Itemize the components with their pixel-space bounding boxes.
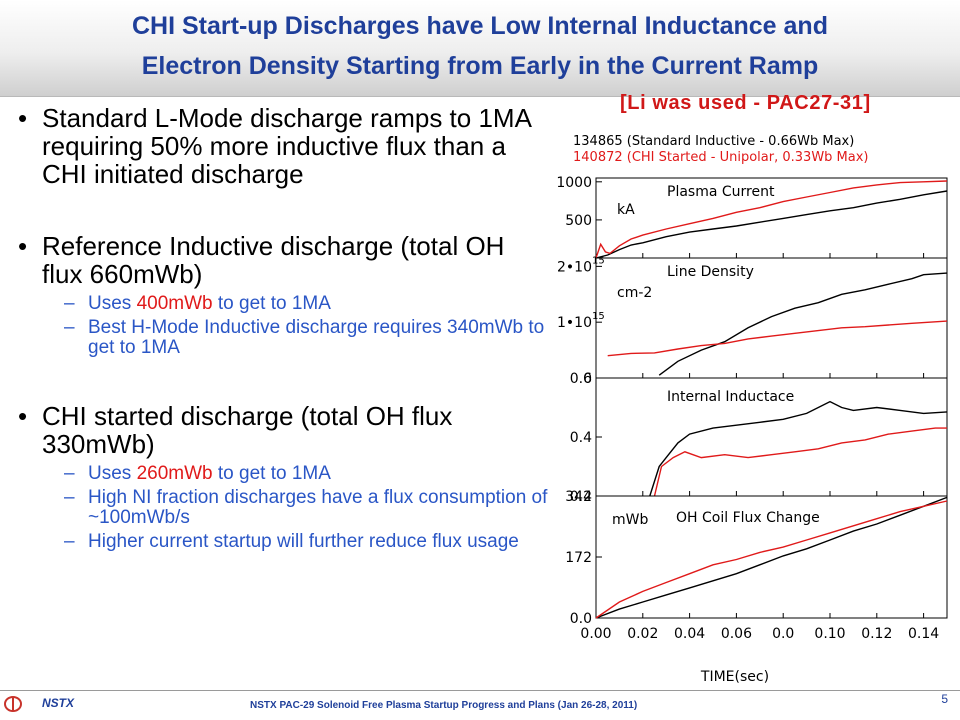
x-tick-label: 0.10 bbox=[814, 626, 845, 642]
sub-bullet-text: Higher current startup will further redu… bbox=[88, 531, 519, 552]
x-tick-label: 0.0 bbox=[772, 626, 794, 642]
series-line bbox=[649, 400, 948, 497]
footer-divider bbox=[0, 690, 960, 691]
panel-title: Line Density bbox=[667, 264, 754, 280]
panel-unit: mWb bbox=[612, 512, 648, 528]
y-tick-label: 0.2 bbox=[570, 489, 592, 505]
sub-bullet-item: – Higher current startup will further re… bbox=[42, 532, 548, 552]
panel-unit: kA bbox=[617, 202, 635, 218]
y-tick-exponent: 15 bbox=[592, 255, 605, 266]
bullet-text: Standard L-Mode discharge ramps to 1MA r… bbox=[42, 103, 531, 189]
panel-title: OH Coil Flux Change bbox=[676, 510, 820, 526]
title-line-1: CHI Start-up Discharges have Low Interna… bbox=[132, 12, 828, 40]
sub-bullet-text-end: to get to 1MA bbox=[212, 293, 331, 314]
series-line bbox=[595, 496, 948, 619]
highlight-value: 400mWb bbox=[136, 293, 213, 314]
sub-bullet-item: – Uses 400mWb to get to 1MA bbox=[42, 294, 548, 314]
nstx-logo-text: NSTX bbox=[42, 696, 75, 710]
series-line bbox=[607, 320, 948, 357]
footer-text: NSTX PAC-29 Solenoid Free Plasma Startup… bbox=[250, 700, 638, 711]
y-tick-exponent: 15 bbox=[592, 311, 605, 322]
panel-title: Plasma Current bbox=[667, 184, 775, 200]
series-line bbox=[658, 272, 948, 376]
dash-marker: – bbox=[64, 487, 75, 508]
bullet-item: Reference Inductive discharge (total OH … bbox=[18, 232, 548, 358]
series-line bbox=[595, 180, 948, 259]
sub-bullet-text: Uses bbox=[88, 293, 137, 314]
bullet-item: CHI started discharge (total OH flux 330… bbox=[18, 402, 548, 552]
sub-bullet-list: – Uses 400mWb to get to 1MA – Best H-Mod… bbox=[42, 294, 548, 358]
y-tick-label: 1•10 bbox=[557, 315, 592, 331]
x-tick-label: 0.14 bbox=[908, 626, 939, 642]
highlight-value: 260mWb bbox=[136, 463, 213, 484]
slide-title: CHI Start-up Discharges have Low Interna… bbox=[10, 6, 950, 86]
x-axis: 0.00 0.02 0.04 0.06 0.0 0.10 0.12 0.14 TIME(sec) bbox=[580, 626, 939, 685]
bullet-text: Reference Inductive discharge (total OH … bbox=[42, 231, 505, 289]
chart-legend: 134865 (Standard Inductive - 0.66Wb Max)… bbox=[573, 134, 869, 165]
panel-frame bbox=[595, 177, 948, 259]
sub-bullet-item: – High NI fraction discharges have a flu… bbox=[42, 488, 548, 528]
nstx-logo-icon bbox=[4, 696, 22, 712]
x-tick-label: 0.04 bbox=[674, 626, 705, 642]
bullet-list: Standard L-Mode discharge ramps to 1MA r… bbox=[18, 104, 548, 556]
sub-bullet-text: Uses bbox=[88, 463, 137, 484]
sub-bullet-text: High NI fraction discharges have a flux … bbox=[88, 487, 548, 528]
lithium-note: [Li was used - PAC27-31] bbox=[620, 92, 871, 114]
chart-panel: 0.6 0.4 0.2 Internal Inductace bbox=[570, 371, 948, 505]
sub-bullet-text-end: to get to 1MA bbox=[212, 463, 331, 484]
y-tick-label: 172 bbox=[565, 550, 592, 566]
series-line bbox=[595, 500, 948, 619]
title-line-2: Electron Density Starting from Early in … bbox=[141, 52, 819, 80]
y-tick-label: 0.0 bbox=[570, 611, 592, 627]
sub-bullet-item: – Best H-Mode Inductive discharge requir… bbox=[42, 318, 548, 358]
y-tick-label: 1000 bbox=[556, 175, 592, 191]
dash-marker: – bbox=[64, 317, 75, 338]
y-tick-label: 0.6 bbox=[570, 371, 592, 387]
x-axis-label: TIME(sec) bbox=[700, 669, 769, 685]
x-tick-label: 0.06 bbox=[721, 626, 752, 642]
slide-footer: NSTX NSTX PAC-29 Solenoid Free Plasma St… bbox=[0, 692, 960, 720]
page-number: 5 bbox=[941, 692, 948, 706]
y-tick-label: 500 bbox=[565, 213, 592, 229]
panel-frame bbox=[595, 377, 948, 497]
sub-bullet-text: Best H-Mode Inductive discharge requires… bbox=[88, 317, 545, 358]
sub-bullet-item: – Uses 260mWb to get to 1MA bbox=[42, 464, 548, 484]
legend-entry: 134865 (Standard Inductive - 0.66Wb Max) bbox=[573, 134, 854, 149]
legend-entry: 140872 (CHI Started - Unipolar, 0.33Wb M… bbox=[573, 150, 869, 165]
dash-marker: – bbox=[64, 293, 75, 314]
x-tick-label: 0.02 bbox=[627, 626, 658, 642]
y-tick-label: 0.4 bbox=[570, 430, 592, 446]
bullet-item: Standard L-Mode discharge ramps to 1MA r… bbox=[18, 104, 548, 188]
panel-frame bbox=[595, 495, 948, 619]
dash-marker: – bbox=[64, 463, 75, 484]
chart-panel: 344 172 0.0 OH Coil Flux Change mWb bbox=[565, 489, 948, 627]
panel-unit: cm-2 bbox=[617, 285, 652, 301]
y-tick-label: 344 bbox=[565, 489, 592, 505]
x-tick-label: 0.12 bbox=[861, 626, 892, 642]
panel-title: Internal Inductace bbox=[667, 389, 794, 405]
slide-header: CHI Start-up Discharges have Low Interna… bbox=[0, 0, 960, 97]
panel-frame bbox=[595, 257, 948, 379]
sub-bullet-list: – Uses 260mWb to get to 1MA – High NI fr… bbox=[42, 464, 548, 552]
bullet-text: CHI started discharge (total OH flux 330… bbox=[42, 401, 453, 459]
y-tick-label: 0 bbox=[583, 371, 592, 387]
chart-panel: 1000 500 Plasma Current kA bbox=[556, 175, 948, 259]
y-tick-label: 2•10 bbox=[557, 259, 592, 275]
series-line bbox=[653, 427, 947, 497]
x-tick-label: 0.00 bbox=[580, 626, 611, 642]
series-line bbox=[595, 190, 948, 259]
dash-marker: – bbox=[64, 531, 75, 552]
